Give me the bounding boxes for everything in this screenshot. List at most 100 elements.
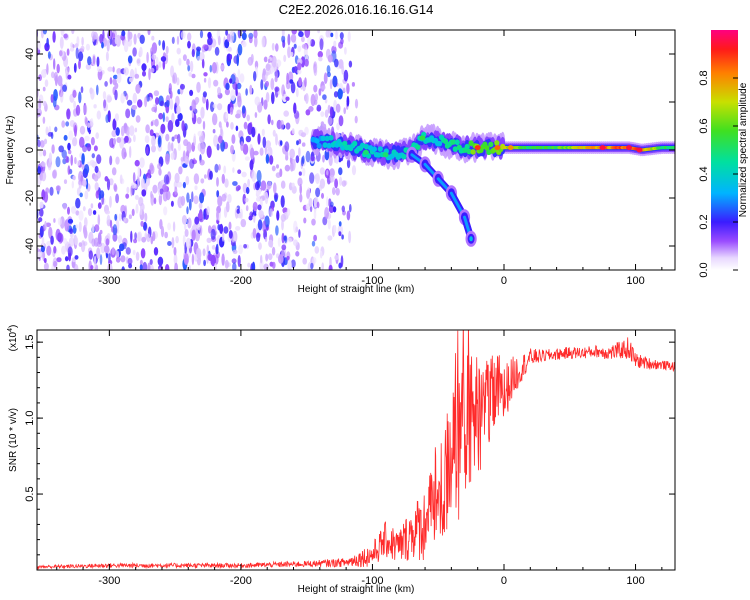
noise-speck — [90, 118, 94, 127]
noise-speck — [265, 154, 270, 164]
noise-speck — [141, 63, 147, 72]
noise-speck — [290, 81, 296, 94]
noise-speck — [220, 125, 223, 136]
noise-speck — [277, 237, 281, 247]
noise-speck — [237, 43, 243, 56]
noise-speck — [69, 228, 74, 234]
noise-speck — [306, 189, 311, 199]
noise-speck — [321, 262, 324, 270]
noise-speck — [212, 103, 218, 109]
signal-cell — [360, 142, 366, 149]
spectrogram-y-ticks: -40 -20 0 20 40 — [24, 29, 675, 271]
noise-speck — [73, 100, 76, 109]
noise-speck — [351, 165, 357, 176]
x-tick-label: -300 — [98, 275, 120, 287]
spectrogram-x-ticks: -300 -200 -100 0 100 — [56, 30, 663, 287]
noise-speck — [249, 159, 254, 171]
noise-speck — [137, 232, 141, 242]
noise-speck — [93, 145, 98, 152]
noise-speck — [250, 53, 254, 63]
noise-speck — [109, 195, 112, 208]
noise-speck — [148, 68, 151, 81]
y-tick-label: 1.0 — [24, 410, 36, 425]
noise-speck — [133, 33, 137, 45]
noise-speck — [305, 93, 309, 104]
noise-speck — [291, 182, 295, 188]
noise-speck — [278, 254, 284, 264]
noise-speck — [281, 244, 287, 251]
noise-speck — [182, 181, 186, 189]
noise-speck — [279, 168, 283, 177]
noise-speck — [296, 140, 299, 146]
noise-speck — [326, 71, 331, 78]
signal-cell — [322, 142, 328, 148]
noise-speck — [99, 190, 105, 199]
noise-speck — [57, 75, 63, 87]
signal-cell — [363, 143, 370, 150]
noise-speck — [79, 125, 86, 135]
noise-speck — [326, 169, 329, 176]
noise-speck — [42, 30, 47, 35]
noise-speck — [30, 120, 33, 128]
noise-speck — [243, 244, 248, 249]
noise-speck — [342, 86, 346, 93]
noise-speck — [269, 155, 274, 165]
noise-speck — [304, 77, 307, 88]
noise-speck — [196, 81, 201, 93]
noise-speck — [231, 30, 235, 37]
noise-speck — [336, 122, 340, 131]
noise-speck — [175, 235, 179, 244]
noise-speck — [39, 201, 44, 209]
noise-speck — [303, 217, 307, 224]
noise-speck — [157, 256, 164, 266]
snr-panel: -300 -200 -100 0 100 0.5 1.0 1.5 Height of str… — [7, 325, 676, 595]
noise-speck — [229, 106, 234, 115]
noise-speck — [330, 201, 334, 208]
noise-speck — [89, 87, 93, 95]
noise-speck — [199, 192, 205, 204]
noise-speck — [49, 186, 54, 196]
noise-speck — [275, 133, 278, 146]
noise-speck — [251, 261, 256, 270]
noise-speck — [128, 263, 133, 269]
noise-speck — [283, 54, 287, 63]
noise-speck — [62, 238, 68, 245]
noise-speck — [256, 170, 262, 183]
noise-speck — [63, 33, 68, 39]
signal-cell — [342, 140, 348, 147]
noise-speck — [167, 141, 171, 153]
noise-speck — [255, 196, 261, 202]
noise-speck — [84, 135, 90, 142]
noise-speck — [280, 195, 285, 208]
noise-speck — [311, 218, 316, 226]
noise-speck — [158, 193, 163, 206]
noise-speck — [293, 102, 297, 115]
noise-speck — [104, 176, 109, 182]
noise-speck — [94, 224, 100, 233]
noise-speck — [298, 31, 304, 38]
noise-speck — [134, 159, 140, 167]
noise-speck — [68, 130, 74, 141]
noise-speck — [157, 163, 162, 170]
noise-speck — [56, 257, 62, 263]
noise-speck — [81, 153, 85, 165]
noise-speck — [228, 221, 232, 230]
noise-speck — [60, 30, 65, 36]
signal-cell — [466, 148, 472, 155]
noise-speck — [122, 217, 127, 223]
noise-speck — [349, 204, 352, 213]
noise-speck — [93, 237, 99, 247]
noise-speck — [271, 42, 275, 51]
noise-speck — [319, 167, 325, 175]
noise-speck — [158, 39, 161, 46]
noise-speck — [259, 147, 264, 156]
noise-speck — [248, 59, 252, 66]
noise-speck — [267, 58, 271, 64]
noise-speck — [297, 62, 302, 71]
noise-speck — [293, 239, 298, 246]
noise-speck — [313, 84, 318, 93]
noise-speck — [247, 178, 251, 188]
noise-speck — [150, 67, 155, 73]
noise-speck — [127, 55, 133, 64]
